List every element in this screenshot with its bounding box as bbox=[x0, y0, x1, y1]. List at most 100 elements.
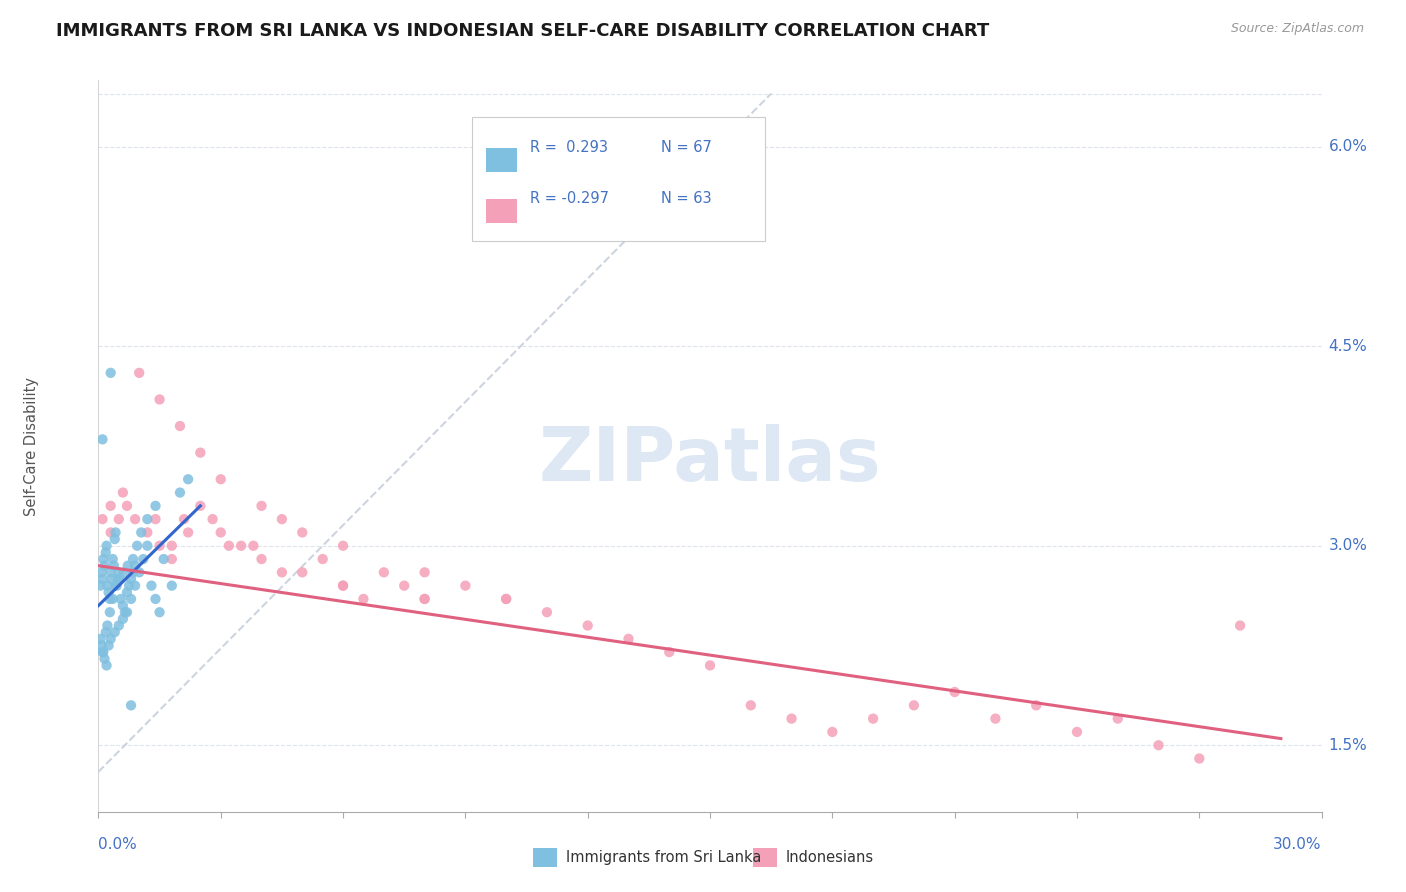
Point bbox=[903, 698, 925, 713]
Point bbox=[250, 552, 273, 566]
Point bbox=[105, 579, 128, 593]
Text: 4.5%: 4.5% bbox=[1329, 339, 1367, 354]
Point bbox=[96, 618, 118, 632]
Bar bbox=[486, 148, 517, 171]
Point bbox=[132, 552, 155, 566]
Point bbox=[103, 558, 125, 573]
Point bbox=[169, 419, 191, 434]
Text: Indonesians: Indonesians bbox=[786, 850, 875, 865]
Point bbox=[117, 558, 139, 573]
Point bbox=[89, 632, 111, 646]
Point bbox=[111, 485, 134, 500]
Point bbox=[111, 612, 134, 626]
Point bbox=[780, 712, 803, 726]
Point bbox=[124, 558, 146, 573]
Point bbox=[104, 525, 127, 540]
Point bbox=[1188, 751, 1211, 765]
Point bbox=[108, 512, 131, 526]
Point bbox=[91, 645, 114, 659]
Point bbox=[699, 658, 721, 673]
Point bbox=[104, 625, 127, 640]
Text: N = 63: N = 63 bbox=[661, 191, 711, 206]
Point bbox=[617, 632, 640, 646]
Point bbox=[495, 591, 517, 606]
Point bbox=[120, 698, 142, 713]
Point bbox=[98, 591, 121, 606]
Text: IMMIGRANTS FROM SRI LANKA VS INDONESIAN SELF-CARE DISABILITY CORRELATION CHART: IMMIGRANTS FROM SRI LANKA VS INDONESIAN … bbox=[56, 22, 990, 40]
Point bbox=[91, 512, 114, 526]
Point bbox=[115, 585, 138, 599]
Point bbox=[173, 512, 195, 526]
Point bbox=[536, 605, 558, 619]
Text: R = -0.297: R = -0.297 bbox=[530, 191, 609, 206]
Point bbox=[658, 645, 681, 659]
Text: ZIPatlas: ZIPatlas bbox=[538, 424, 882, 497]
Point bbox=[943, 685, 966, 699]
Point bbox=[141, 579, 163, 593]
Point bbox=[111, 599, 134, 613]
Point bbox=[101, 552, 124, 566]
Point bbox=[1147, 738, 1170, 752]
Point bbox=[115, 499, 138, 513]
Bar bbox=[486, 199, 517, 223]
Point bbox=[209, 472, 232, 486]
Point bbox=[118, 579, 141, 593]
Point bbox=[209, 525, 232, 540]
Point bbox=[98, 605, 121, 619]
FancyBboxPatch shape bbox=[471, 117, 765, 241]
Point bbox=[90, 566, 112, 580]
Point bbox=[312, 552, 335, 566]
Point bbox=[332, 579, 354, 593]
Point bbox=[101, 591, 124, 606]
Text: 30.0%: 30.0% bbox=[1274, 838, 1322, 853]
Point bbox=[332, 539, 354, 553]
Point bbox=[413, 566, 436, 580]
Point bbox=[862, 712, 884, 726]
Point bbox=[218, 539, 240, 553]
Point bbox=[96, 658, 118, 673]
Point bbox=[160, 539, 183, 553]
Point bbox=[136, 525, 159, 540]
Point bbox=[120, 572, 142, 586]
Point bbox=[124, 579, 146, 593]
Point bbox=[114, 605, 136, 619]
Point bbox=[1107, 712, 1129, 726]
Point bbox=[96, 539, 118, 553]
Point bbox=[107, 572, 129, 586]
Point bbox=[91, 572, 114, 586]
Point bbox=[104, 532, 127, 546]
Point bbox=[91, 645, 114, 659]
Point bbox=[250, 499, 273, 513]
Point bbox=[128, 366, 150, 380]
Point bbox=[984, 712, 1007, 726]
Point bbox=[120, 591, 142, 606]
Point bbox=[91, 552, 114, 566]
Point bbox=[96, 579, 118, 593]
Point bbox=[108, 618, 131, 632]
Text: R =  0.293: R = 0.293 bbox=[530, 140, 609, 155]
Point bbox=[576, 618, 599, 632]
Point bbox=[352, 591, 374, 606]
Point bbox=[332, 579, 354, 593]
Point bbox=[108, 572, 131, 586]
Point bbox=[413, 591, 436, 606]
Point bbox=[128, 566, 150, 580]
Text: 0.0%: 0.0% bbox=[98, 838, 138, 853]
Point bbox=[169, 485, 191, 500]
Point bbox=[291, 525, 314, 540]
Point bbox=[104, 579, 127, 593]
Point bbox=[201, 512, 224, 526]
Point bbox=[270, 566, 294, 580]
Point bbox=[136, 539, 159, 553]
Point bbox=[127, 539, 149, 553]
Point bbox=[94, 625, 117, 640]
Point bbox=[177, 472, 200, 486]
Point bbox=[149, 392, 172, 407]
Point bbox=[413, 591, 436, 606]
Point bbox=[100, 525, 122, 540]
Point bbox=[259, 824, 281, 838]
Point bbox=[149, 605, 172, 619]
Point bbox=[149, 539, 172, 553]
Point bbox=[100, 572, 122, 586]
Point bbox=[821, 725, 844, 739]
